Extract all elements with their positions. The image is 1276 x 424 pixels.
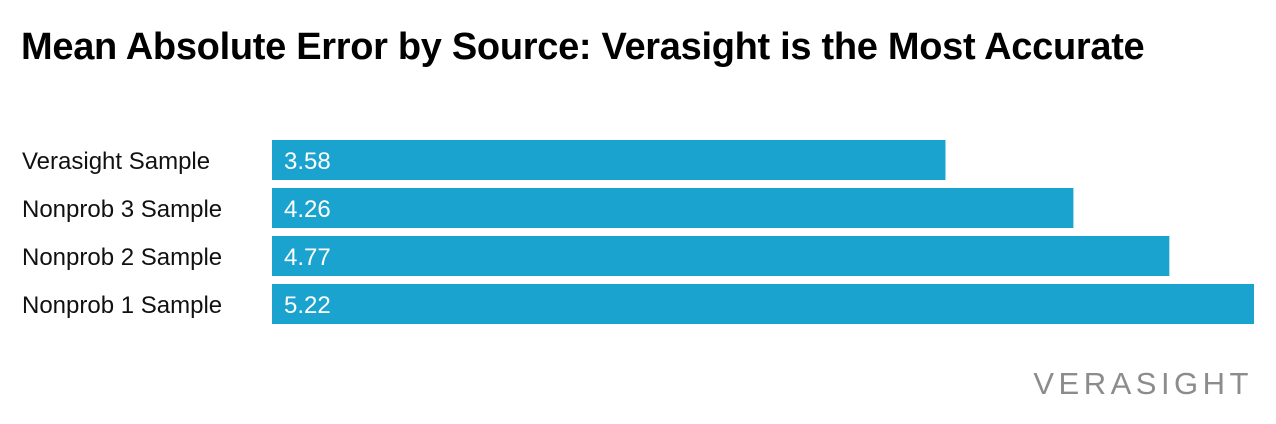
category-label: Nonprob 1 Sample bbox=[22, 292, 222, 319]
verasight-logo: VERASIGHT bbox=[1033, 366, 1253, 401]
category-label: Nonprob 3 Sample bbox=[22, 196, 222, 223]
bar-value-label: 4.26 bbox=[284, 196, 331, 223]
bar bbox=[272, 284, 1254, 324]
bar bbox=[272, 236, 1170, 276]
bar-value-label: 5.22 bbox=[284, 292, 331, 319]
bar bbox=[272, 188, 1074, 228]
bar-value-label: 3.58 bbox=[284, 148, 331, 175]
chart-title: Mean Absolute Error by Source: Verasight… bbox=[21, 26, 1145, 68]
bar bbox=[272, 140, 946, 180]
category-label: Verasight Sample bbox=[22, 148, 210, 175]
bar-value-label: 4.77 bbox=[284, 244, 331, 271]
category-label: Nonprob 2 Sample bbox=[22, 244, 222, 271]
